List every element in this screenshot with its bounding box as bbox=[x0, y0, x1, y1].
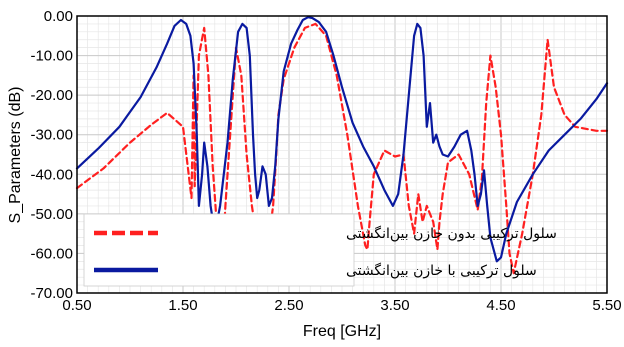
y-tick-label: -70.00 bbox=[30, 285, 73, 302]
y-tick-label: -10.00 bbox=[30, 48, 73, 65]
y-tick-label: -20.00 bbox=[30, 87, 73, 104]
y-tick-label: -30.00 bbox=[30, 127, 73, 144]
y-tick-label: -60.00 bbox=[30, 245, 73, 262]
series-line-2 bbox=[75, 16, 609, 263]
x-axis-label: Freq [GHz] bbox=[303, 323, 381, 340]
y-tick-label: -40.00 bbox=[30, 166, 73, 183]
legend-box bbox=[83, 213, 355, 287]
series-line-1 bbox=[75, 22, 609, 275]
y-axis-label: S_Parameters (dB) bbox=[7, 87, 24, 224]
legend-label-series-2: سلول ترکیبی با خازن بین‌انگشتی bbox=[346, 262, 537, 279]
x-tick-label: 3.50 bbox=[380, 297, 409, 314]
legend: سلول ترکیبی بدون خازن بین‌انگشتی سلول تر… bbox=[83, 213, 557, 287]
x-tick-label: 0.50 bbox=[62, 297, 91, 314]
plot-frame bbox=[76, 15, 608, 294]
x-tick-label: 4.50 bbox=[486, 297, 515, 314]
x-tick-label: 2.50 bbox=[274, 297, 303, 314]
x-tick-label: 5.50 bbox=[592, 297, 621, 314]
x-axis-ticks: 0.50 1.50 2.50 3.50 4.50 5.50 bbox=[62, 297, 621, 314]
series-layer bbox=[75, 16, 609, 275]
y-tick-label: 0.00 bbox=[44, 8, 73, 25]
y-tick-label: -50.00 bbox=[30, 206, 73, 223]
y-axis-ticks: 0.00 -10.00 -20.00 -30.00 -40.00 -50.00 -60.00… bbox=[30, 8, 73, 302]
legend-label-series-1: سلول ترکیبی بدون خازن بین‌انگشتی bbox=[346, 225, 557, 242]
x-tick-label: 1.50 bbox=[168, 297, 197, 314]
